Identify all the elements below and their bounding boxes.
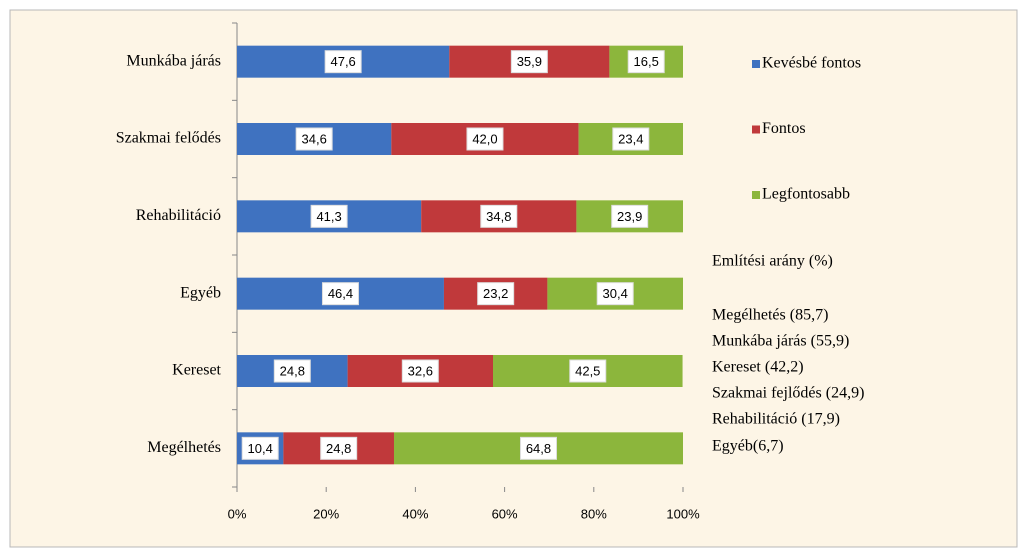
x-tick-label: 80%	[581, 506, 607, 521]
y-tick-label: Egyéb	[180, 284, 221, 301]
data-label: 34,6	[302, 131, 327, 146]
data-label: 46,4	[328, 286, 353, 301]
data-label-box	[612, 127, 650, 151]
data-label-box	[519, 436, 557, 460]
data-label-box	[477, 282, 515, 306]
legend-label: Legfontosabb	[762, 186, 850, 203]
data-label-box	[611, 204, 649, 228]
annotation: Szakmai fejlődés (24,9)	[712, 385, 864, 402]
data-label: 23,2	[483, 286, 508, 301]
legend-label: Fontos	[762, 120, 806, 137]
annotation: Kereset (42,2)	[712, 359, 804, 376]
data-label-box	[466, 127, 504, 151]
data-label: 47,6	[330, 54, 355, 69]
data-label-box	[596, 282, 634, 306]
x-tick-label: 60%	[492, 506, 518, 521]
data-label-box	[401, 359, 439, 383]
legend-swatch	[752, 60, 760, 68]
data-label: 41,3	[316, 209, 341, 224]
data-label: 30,4	[603, 286, 628, 301]
y-tick-label: Megélhetés	[147, 439, 221, 456]
x-tick-label: 100%	[666, 506, 700, 521]
data-label: 35,9	[517, 54, 542, 69]
data-label-box	[569, 359, 607, 383]
data-label-box	[241, 436, 279, 460]
data-label-box	[510, 50, 548, 74]
legend-swatch	[752, 191, 760, 199]
data-label-box	[310, 204, 348, 228]
data-label: 23,9	[617, 209, 642, 224]
y-tick-label: Rehabilitáció	[136, 207, 221, 224]
data-label-box	[273, 359, 311, 383]
data-label: 42,0	[472, 131, 497, 146]
legend-label: Kevésbé fontos	[762, 55, 861, 72]
x-tick-label: 20%	[313, 506, 339, 521]
y-tick-label: Szakmai felődés	[116, 130, 221, 147]
x-tick-label: 40%	[402, 506, 428, 521]
data-label: 42,5	[575, 363, 600, 378]
y-tick-label: Munkába járás	[126, 52, 221, 69]
data-label: 32,6	[408, 363, 433, 378]
data-label: 64,8	[526, 441, 551, 456]
annotation: Rehabilitáció (17,9)	[712, 411, 840, 428]
data-label: 23,4	[618, 131, 643, 146]
data-label: 24,8	[280, 363, 305, 378]
data-label-box	[627, 50, 665, 74]
legend-swatch	[752, 125, 760, 134]
y-tick-label: Kereset	[172, 362, 221, 379]
data-label-box	[324, 50, 362, 74]
data-label-box	[320, 436, 358, 460]
annotation: Megélhetés (85,7)	[712, 307, 828, 324]
data-label: 10,4	[248, 441, 273, 456]
data-label-box	[321, 282, 359, 306]
annotation: Munkába járás (55,9)	[712, 333, 849, 350]
annotation: Említési arány (%)	[712, 253, 833, 270]
data-label-box	[480, 204, 518, 228]
data-label: 34,8	[486, 209, 511, 224]
data-label: 24,8	[326, 441, 351, 456]
x-tick-label: 0%	[228, 506, 247, 521]
annotation: Egyéb(6,7)	[712, 438, 784, 455]
data-label-box	[295, 127, 333, 151]
data-label: 16,5	[634, 54, 659, 69]
